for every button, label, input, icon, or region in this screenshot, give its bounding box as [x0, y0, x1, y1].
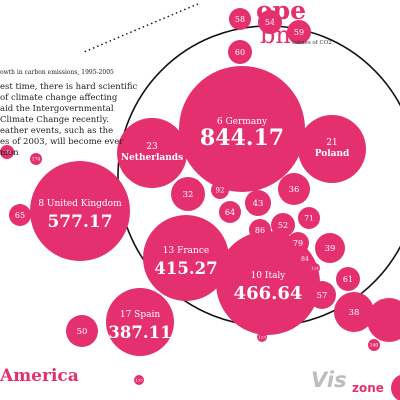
bubble-rank-label: 54: [265, 18, 275, 27]
bubble-italy: [216, 231, 320, 335]
bubble-rank-38: [334, 292, 374, 332]
intro-line: est time, there is hard scientific: [0, 82, 138, 92]
bubble-label: Poland: [315, 149, 350, 159]
region-subtitle: bn: [260, 21, 291, 49]
intro-line: es of 2003, will become ever: [0, 137, 124, 147]
intro-line: Climate Change recently.: [0, 115, 109, 125]
bubble-rank-label: 133: [258, 334, 266, 339]
bubble-rank-label: 60: [235, 48, 245, 57]
bubble-rank-135: [134, 375, 144, 385]
bubble-rank-label: 86: [255, 226, 265, 235]
bubble-rank-label: 58: [235, 15, 245, 24]
bubble-poland: [298, 115, 366, 183]
bubble-rank-label: 132: [3, 150, 12, 156]
bubble-rank-label: 52: [278, 221, 288, 230]
bubble-rank-133: [257, 332, 267, 342]
bubble-rank-54: [258, 10, 282, 34]
bubble-rank-label: 32: [183, 190, 194, 200]
bubble-rank-label: 174: [32, 157, 41, 163]
bubble-rank-58: [229, 8, 251, 30]
intro-line: eather events, such as the: [0, 126, 114, 136]
bubble-netherlands: [117, 118, 187, 188]
bubble-rank-140: [368, 339, 380, 351]
bubble-rank-label: 71: [304, 214, 314, 223]
bubble-rank-64: [219, 201, 241, 223]
bubble-rank-label: 64: [225, 208, 235, 217]
next-section-heading: America: [0, 366, 79, 386]
bubble-rank-124: [310, 263, 320, 273]
bubble-rank-36: [278, 173, 310, 205]
bubble-rank-label: 57: [317, 291, 328, 301]
bubble-small: [288, 268, 296, 276]
bubble-rank-label: 92: [216, 186, 225, 194]
bubble-rank-32: [171, 177, 205, 211]
growth-label: owth in carbon emissions, 1995-2005: [0, 69, 114, 76]
bubble-label: 10 Italy: [251, 271, 287, 281]
bubble-value: 577.17: [47, 212, 112, 232]
bubble-rank-label: 59: [294, 28, 304, 37]
bubble-small: [278, 250, 288, 260]
bubble-rank-label: 61: [343, 275, 353, 284]
bubble-value: 466.64: [234, 283, 303, 304]
bubble-rank-label: 39: [325, 244, 336, 254]
bubble-label: 21: [326, 138, 337, 148]
bubble-small: [367, 298, 400, 342]
bubble-label: 6 Germany: [217, 117, 268, 127]
bubble-rank-50: [66, 315, 98, 347]
bubble-rank-86: [249, 219, 271, 241]
bubble-rank-label: 124: [311, 265, 319, 270]
bubble-rank-label: 36: [289, 185, 300, 195]
bubble-rank-59: [287, 20, 311, 44]
bubble-united-kingdom: [30, 161, 130, 261]
bubble-rank-label: 65: [15, 211, 25, 220]
bubble-spain: [106, 288, 174, 356]
bubble-rank-52: [271, 213, 295, 237]
bubble-rank-71: [298, 207, 320, 229]
bubble-rank-79: [287, 232, 309, 254]
unit-label: tonnes of CO2: [292, 40, 332, 46]
intro-line: of climate change affecting: [0, 93, 118, 103]
bubble-france: [143, 215, 229, 301]
bubble-rank-57: [308, 281, 336, 309]
bubble-label: Netherlands: [121, 153, 183, 163]
bubble-rank-174: [30, 153, 42, 165]
bubble-label: 17 Spain: [120, 310, 160, 320]
connector-line: [83, 3, 199, 53]
region-title: ope: [256, 0, 307, 25]
bubble-value: 844.17: [200, 125, 284, 151]
bubble-rank-84: [298, 252, 312, 266]
bubble-value: 387.11: [108, 323, 171, 342]
bubble-rank-39: [315, 233, 345, 263]
bubble-value: 415.27: [154, 259, 217, 278]
bubble-rank-43: [245, 190, 271, 216]
bubble-rank-label: 79: [293, 239, 303, 248]
bubble-label: 13 France: [163, 246, 209, 256]
bubble-rank-60: [228, 40, 252, 64]
bubble-label: 23: [146, 142, 158, 152]
watermark-left: Vis: [311, 368, 347, 392]
bubble-rank-label: 140: [370, 343, 379, 349]
bubble-rank-label: 50: [77, 327, 88, 337]
bubble-rank-label: 135: [135, 377, 143, 382]
bubble-rank-label: 84: [301, 256, 309, 263]
bubble-rank-65: [9, 204, 31, 226]
bubble-label: 8 United Kingdom: [38, 199, 122, 209]
intro-line: aid the Intergovernmental: [0, 104, 114, 114]
bubble-rank-label: 38: [349, 308, 360, 318]
intro-line: mon: [0, 148, 19, 158]
bubble-germany: [179, 66, 305, 192]
bubble-rank-132: [0, 145, 14, 159]
bubble-rank-92: [211, 181, 229, 199]
bubble-rank-label: 43: [253, 199, 264, 209]
bubble-small: [391, 374, 400, 400]
watermark-right: zone: [352, 381, 384, 395]
bubble-rank-61: [336, 267, 360, 291]
